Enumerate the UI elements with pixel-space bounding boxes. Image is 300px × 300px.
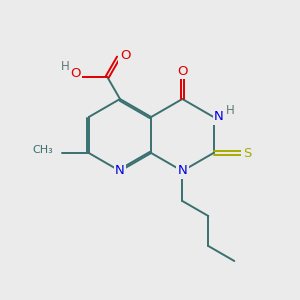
Text: O: O	[70, 67, 80, 80]
Text: N: N	[115, 164, 125, 178]
Text: S: S	[243, 146, 251, 160]
Text: O: O	[120, 50, 130, 62]
Text: CH₃: CH₃	[32, 145, 53, 155]
Text: H: H	[226, 104, 234, 118]
Text: H: H	[61, 60, 70, 73]
Text: O: O	[177, 64, 188, 78]
Text: N: N	[178, 164, 187, 178]
Text: N: N	[214, 110, 224, 124]
